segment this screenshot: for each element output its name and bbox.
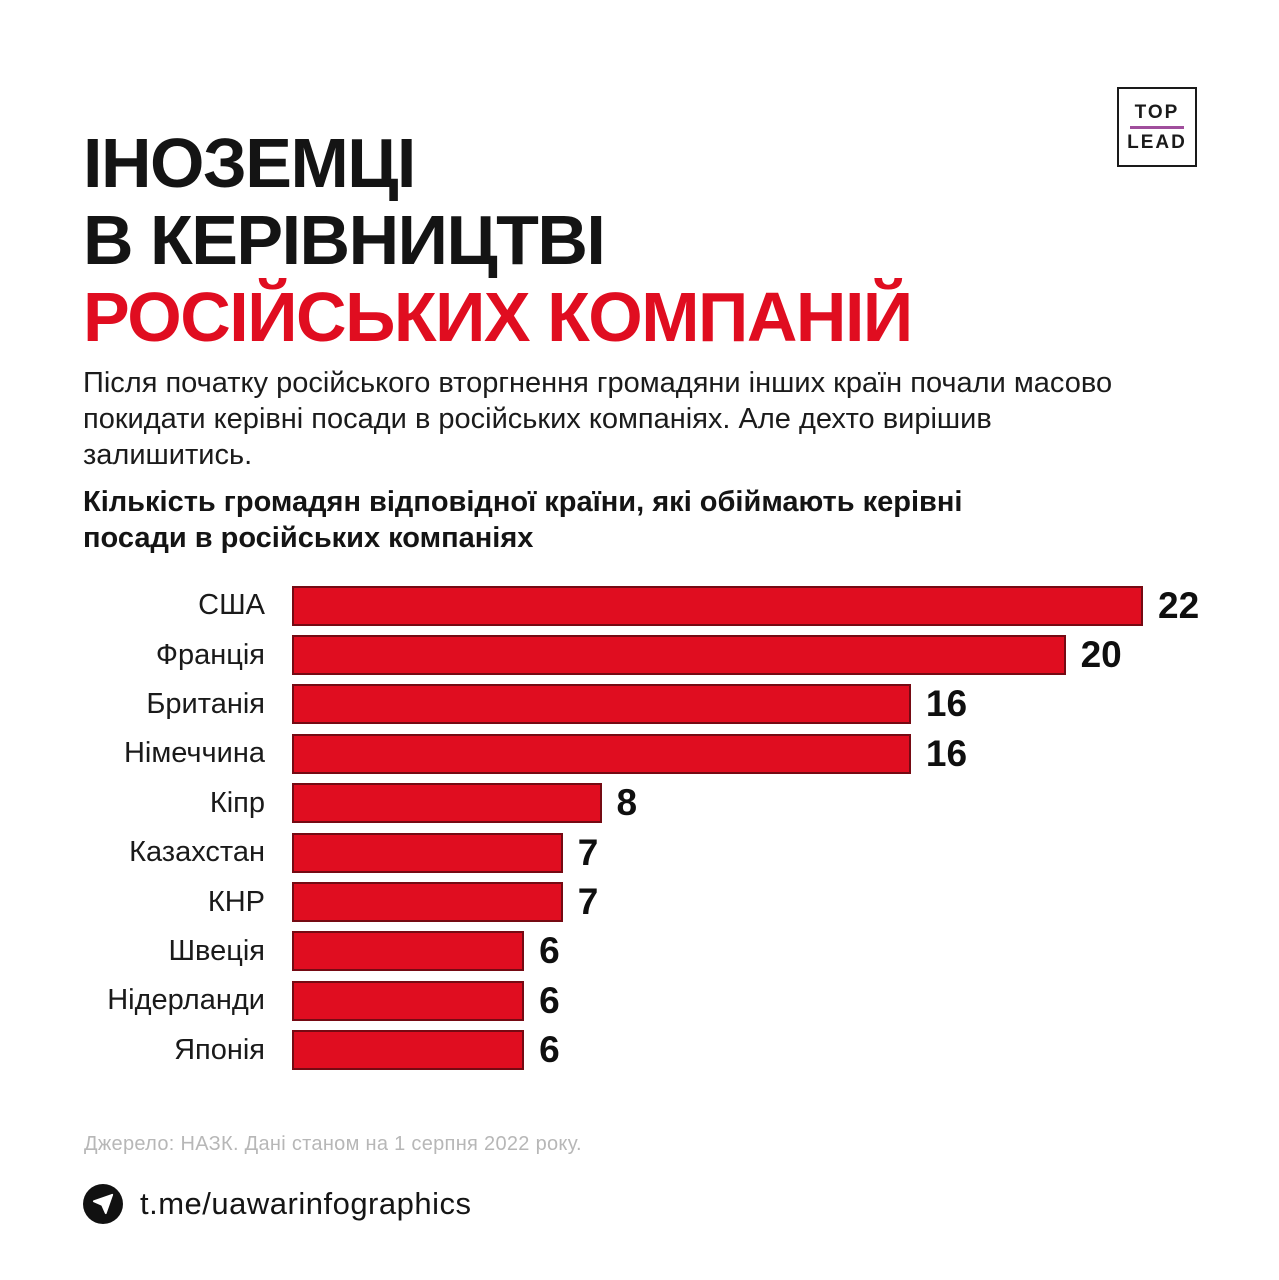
bar-label: КНР xyxy=(207,885,265,918)
bar-value: 6 xyxy=(539,1029,560,1071)
bar-value: 7 xyxy=(577,831,599,873)
telegram-handle: t.me/uawarinfographics xyxy=(140,1186,472,1221)
bar xyxy=(292,980,525,1021)
bar-label: Франція xyxy=(155,638,265,671)
chart-row: Франція 20 xyxy=(83,630,1223,679)
logo-top-text: TOP xyxy=(1134,101,1180,123)
bar-value: 8 xyxy=(616,782,638,824)
bar-label: Британія xyxy=(146,687,265,720)
bar-chart: США 22 Франція 20 Британія 16 Німеччина 16 Кіпр 8… xyxy=(83,581,1223,1075)
bar xyxy=(292,635,1066,676)
bar-value: 16 xyxy=(925,683,968,725)
bar xyxy=(292,733,911,774)
logo-divider-line xyxy=(1130,125,1184,129)
bar xyxy=(292,783,602,824)
chart-row: Кіпр 8 xyxy=(83,779,1223,828)
bar xyxy=(292,931,525,972)
bar-value: 6 xyxy=(539,979,560,1021)
bar-label: Кіпр xyxy=(209,786,265,819)
bar-value: 6 xyxy=(539,930,560,972)
source-note: Джерело: НАЗК. Дані станом на 1 серпня 2… xyxy=(84,1133,582,1155)
title-line-1: ІНОЗЕМЦІ xyxy=(83,123,416,202)
bar-value: 22 xyxy=(1158,584,1200,626)
bar xyxy=(292,882,563,923)
chart-title: Кількість громадян відповідної країни, я… xyxy=(83,486,963,554)
bar-label: Казахстан xyxy=(129,836,265,869)
title-line-2: В КЕРІВНИЦТВІ xyxy=(83,200,606,279)
telegram-footer: t.me/uawarinfographics xyxy=(83,1184,472,1224)
chart-row: Німеччина 16 xyxy=(83,729,1223,778)
chart-row: США 22 xyxy=(83,581,1223,630)
bar xyxy=(292,832,563,873)
chart-row: Японія 6 xyxy=(83,1026,1223,1075)
bar xyxy=(292,585,1143,626)
chart-row: Нідерланди 6 xyxy=(83,976,1223,1025)
bar-value: 7 xyxy=(577,881,599,923)
intro-paragraph: Після початку російського вторгнення гро… xyxy=(83,367,1113,471)
bar-value: 20 xyxy=(1080,634,1122,676)
toplead-logo: TOP LEAD xyxy=(1117,87,1197,167)
bar-label: Швеція xyxy=(168,934,265,967)
bar-label: Нідерланди xyxy=(107,984,265,1017)
bar xyxy=(292,1030,525,1071)
chart-row: Британія 16 xyxy=(83,680,1223,729)
bar xyxy=(292,684,911,725)
bar-label: Німеччина xyxy=(123,737,265,770)
title-line-3-accent: РОСІЙСЬКИХ КОМПАНІЙ xyxy=(83,277,913,356)
telegram-icon xyxy=(83,1184,123,1224)
logo-bottom-text: LEAD xyxy=(1127,131,1187,153)
chart-row: Швеція 6 xyxy=(83,927,1223,976)
page-title: ІНОЗЕМЦІ В КЕРІВНИЦТВІ РОСІЙСЬКИХ КОМПАН… xyxy=(83,123,913,356)
chart-row: КНР 7 xyxy=(83,877,1223,926)
bar-value: 16 xyxy=(925,732,968,774)
bar-label: США xyxy=(198,589,265,622)
chart-row: Казахстан 7 xyxy=(83,828,1223,877)
bar-label: Японія xyxy=(174,1033,265,1066)
